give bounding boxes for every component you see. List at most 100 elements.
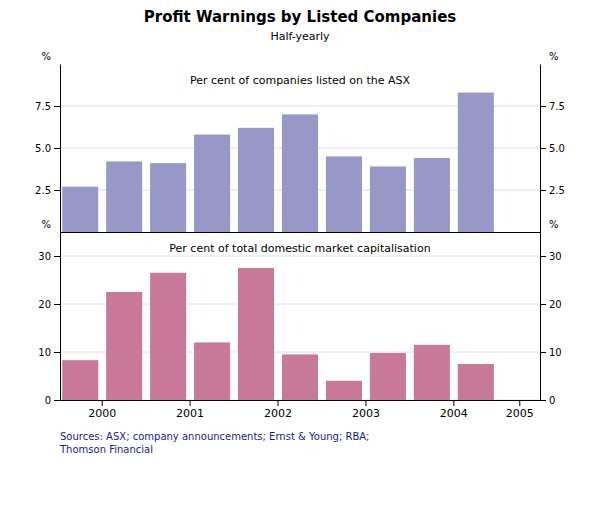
tick-label: 20	[549, 299, 562, 310]
tick: 10	[38, 347, 60, 358]
tick-label: 2000	[88, 407, 116, 420]
tick-mark	[54, 304, 60, 305]
bar	[414, 345, 450, 400]
grid	[60, 256, 540, 400]
tick-mark	[540, 148, 546, 149]
tick: 2004	[440, 400, 468, 420]
bar	[238, 128, 274, 232]
tick-label: 7.5	[549, 101, 565, 112]
tick-mark	[540, 400, 546, 401]
subtitle: Half-yearly	[270, 30, 330, 43]
bar	[194, 342, 230, 400]
tick-mark	[540, 190, 546, 191]
y2-axis: 0 10 20 30	[540, 233, 562, 406]
tick-label: 30	[38, 251, 51, 262]
bar	[282, 354, 318, 400]
tick-label: 2001	[176, 407, 204, 420]
tick-mark	[519, 400, 520, 406]
tick-mark	[278, 400, 279, 406]
grid-line	[60, 256, 540, 257]
bar	[62, 360, 98, 400]
tick: 30	[38, 251, 60, 262]
bars	[62, 93, 494, 232]
tick: 30	[540, 251, 562, 262]
annotation: Per cent of total domestic market capita…	[169, 242, 430, 255]
tick-mark	[54, 256, 60, 257]
tick-mark	[365, 400, 366, 406]
tick: 2000	[88, 400, 116, 420]
tick-mark	[54, 106, 60, 107]
annotation: Per cent of companies listed on the ASX	[190, 74, 411, 87]
bar	[458, 93, 494, 232]
tick-mark	[540, 352, 546, 353]
tick-label: 2.5	[35, 185, 51, 196]
tick-label: 2.5	[549, 185, 565, 196]
tick: 20	[540, 299, 562, 310]
bar	[458, 364, 494, 400]
tick-label: 0	[549, 395, 555, 406]
bars	[62, 268, 494, 400]
tick-mark	[54, 352, 60, 353]
tick-label: 2004	[440, 407, 468, 420]
axis-line	[61, 400, 541, 401]
tick: 0	[540, 395, 555, 406]
tick: 2003	[352, 400, 380, 420]
bar	[106, 292, 142, 400]
tick-mark	[540, 256, 546, 257]
tick-label: 2005	[506, 407, 534, 420]
y2-axis: 2.5 5.0 7.5	[540, 65, 565, 233]
tick-label: 2003	[352, 407, 380, 420]
tick: 7.5	[35, 101, 60, 112]
tick-mark	[540, 106, 546, 107]
tick-mark	[190, 400, 191, 406]
tick-label: 7.5	[35, 101, 51, 112]
bar	[326, 156, 362, 232]
y-axis: 0 10 20 30	[38, 233, 60, 406]
tick-mark	[102, 400, 103, 406]
bar	[150, 163, 186, 232]
axis-label: %	[41, 51, 51, 62]
tick: 7.5	[540, 101, 565, 112]
source: Sources: ASX; company announcements; Ern…	[59, 431, 369, 455]
tick-label: 20	[38, 299, 51, 310]
tick-label: 30	[549, 251, 562, 262]
tick-mark	[453, 400, 454, 406]
tick: 2002	[264, 400, 292, 420]
bar	[194, 135, 230, 232]
bar	[150, 273, 186, 400]
tick: 2.5	[35, 185, 60, 196]
tick-mark	[54, 148, 60, 149]
bar	[62, 187, 98, 232]
bar	[106, 161, 142, 232]
tick: 5.0	[540, 143, 565, 154]
chart: 2.5 5.0 7.5 2.5 5.0 7.5%% Per cent of companie…	[0, 0, 600, 512]
tick-label: 10	[549, 347, 562, 358]
panel: 2.5 5.0 7.5 2.5 5.0 7.5%% Per cent of companie…	[35, 51, 565, 233]
axis-line	[540, 233, 541, 401]
axis-line	[61, 232, 541, 233]
tick: 0	[45, 395, 60, 406]
axis-label: %	[41, 219, 51, 230]
tick-label: 0	[45, 395, 51, 406]
tick-label: 2002	[264, 407, 292, 420]
bar	[370, 353, 406, 400]
tick-mark	[540, 304, 546, 305]
bar	[326, 381, 362, 400]
tick: 10	[540, 347, 562, 358]
axis-line	[60, 233, 61, 401]
axis-line	[60, 65, 61, 233]
axis-label: %	[549, 219, 559, 230]
tick: 2.5	[540, 185, 565, 196]
tick-label: 10	[38, 347, 51, 358]
tick-label: 5.0	[35, 143, 51, 154]
y-axis: 2.5 5.0 7.5	[35, 65, 60, 233]
bar	[282, 114, 318, 232]
bar	[370, 166, 406, 232]
x-axis	[61, 232, 541, 233]
title: Profit Warnings by Listed Companies	[144, 8, 457, 26]
tick: 5.0	[35, 143, 60, 154]
tick-mark	[54, 400, 60, 401]
bar	[238, 268, 274, 400]
bar	[414, 158, 450, 232]
tick-label: 5.0	[549, 143, 565, 154]
